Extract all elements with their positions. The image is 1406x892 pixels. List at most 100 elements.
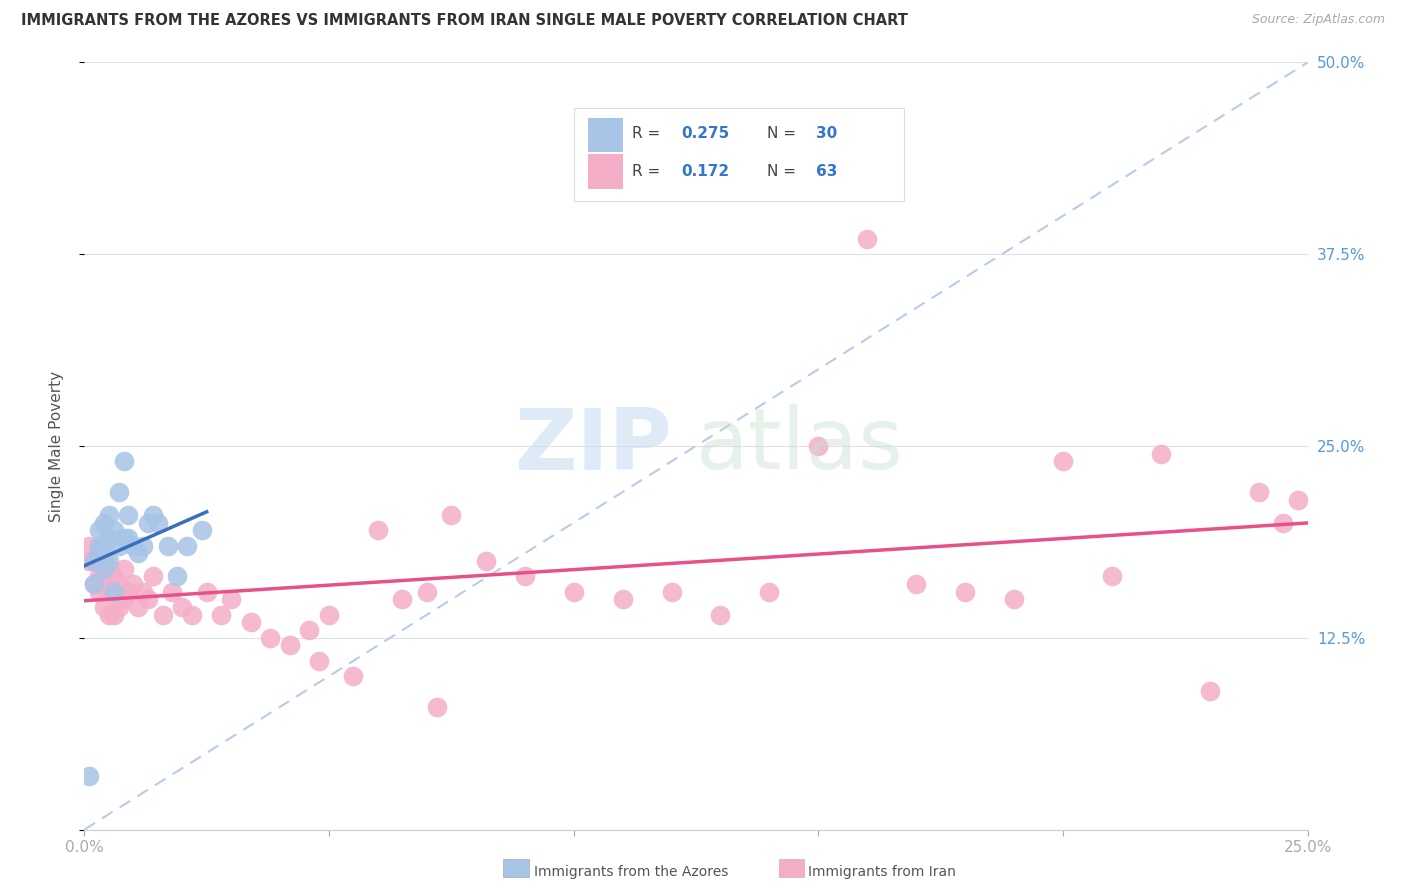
Point [416, 584, 439, 599]
Point [93, 539, 115, 553]
Point [112, 531, 135, 545]
Point [103, 524, 125, 538]
Point [97, 607, 120, 622]
Point [1286, 492, 1309, 507]
Text: R =: R = [633, 127, 665, 141]
Point [758, 584, 780, 599]
Point [122, 577, 145, 591]
Point [661, 584, 683, 599]
Point [107, 539, 129, 553]
FancyBboxPatch shape [588, 118, 623, 153]
Text: N =: N = [766, 127, 801, 141]
Point [93, 600, 115, 615]
Point [136, 592, 159, 607]
Point [103, 607, 125, 622]
Point [83, 577, 105, 591]
Point [318, 607, 340, 622]
Point [1052, 454, 1074, 468]
Point [176, 539, 198, 553]
FancyBboxPatch shape [588, 154, 623, 189]
Point [136, 516, 159, 530]
Text: 30: 30 [815, 127, 837, 141]
Point [259, 631, 281, 645]
Point [209, 607, 232, 622]
Text: N =: N = [766, 164, 801, 179]
Point [103, 584, 125, 599]
Point [83, 554, 105, 568]
Point [195, 584, 218, 599]
Text: Source: ZipAtlas.com: Source: ZipAtlas.com [1251, 13, 1385, 27]
FancyBboxPatch shape [503, 859, 529, 877]
Text: Immigrants from the Azores: Immigrants from the Azores [534, 865, 728, 880]
Point [112, 454, 135, 468]
Point [152, 607, 174, 622]
Point [1150, 447, 1173, 461]
Text: 0.172: 0.172 [682, 164, 730, 179]
Point [342, 669, 364, 683]
Point [107, 600, 129, 615]
Point [166, 569, 188, 583]
Point [87, 584, 110, 599]
Point [87, 524, 110, 538]
Point [87, 546, 110, 560]
Point [474, 554, 496, 568]
Point [298, 623, 321, 637]
Point [1002, 592, 1025, 607]
Point [146, 516, 169, 530]
Point [142, 569, 165, 583]
Point [239, 615, 262, 630]
Point [367, 524, 389, 538]
Point [181, 607, 204, 622]
Point [97, 531, 120, 545]
Point [87, 539, 110, 553]
Point [807, 439, 830, 453]
Point [132, 584, 155, 599]
Point [107, 577, 129, 591]
Point [953, 584, 976, 599]
FancyBboxPatch shape [779, 859, 804, 877]
Point [278, 639, 301, 653]
Point [856, 232, 879, 246]
Text: ZIP: ZIP [513, 404, 672, 488]
Text: 63: 63 [815, 164, 837, 179]
Point [93, 554, 115, 568]
Point [905, 577, 928, 591]
Point [103, 569, 125, 583]
Point [513, 569, 536, 583]
Point [122, 539, 145, 553]
Point [107, 485, 129, 500]
Point [97, 562, 120, 576]
Point [156, 539, 179, 553]
Text: atlas: atlas [696, 404, 904, 488]
Point [87, 569, 110, 583]
Point [117, 508, 139, 522]
Point [87, 546, 110, 560]
Point [162, 584, 184, 599]
Point [127, 600, 149, 615]
Point [117, 531, 139, 545]
Point [83, 554, 105, 568]
Point [172, 600, 194, 615]
Text: 0.275: 0.275 [682, 127, 730, 141]
Point [308, 654, 330, 668]
Point [112, 562, 135, 576]
Point [97, 554, 120, 568]
Point [562, 584, 585, 599]
Point [93, 516, 115, 530]
Text: R =: R = [633, 164, 665, 179]
Text: IMMIGRANTS FROM THE AZORES VS IMMIGRANTS FROM IRAN SINGLE MALE POVERTY CORRELATI: IMMIGRANTS FROM THE AZORES VS IMMIGRANTS… [21, 13, 908, 29]
Point [97, 508, 120, 522]
Point [709, 607, 731, 622]
Point [117, 584, 139, 599]
Point [391, 592, 413, 607]
Point [1198, 684, 1220, 698]
Point [1247, 485, 1270, 500]
Point [112, 592, 135, 607]
Point [97, 584, 120, 599]
Text: Immigrants from Iran: Immigrants from Iran [808, 865, 956, 880]
Point [83, 577, 105, 591]
Point [426, 699, 449, 714]
Point [1272, 516, 1295, 530]
Point [77, 554, 100, 568]
Point [612, 592, 634, 607]
